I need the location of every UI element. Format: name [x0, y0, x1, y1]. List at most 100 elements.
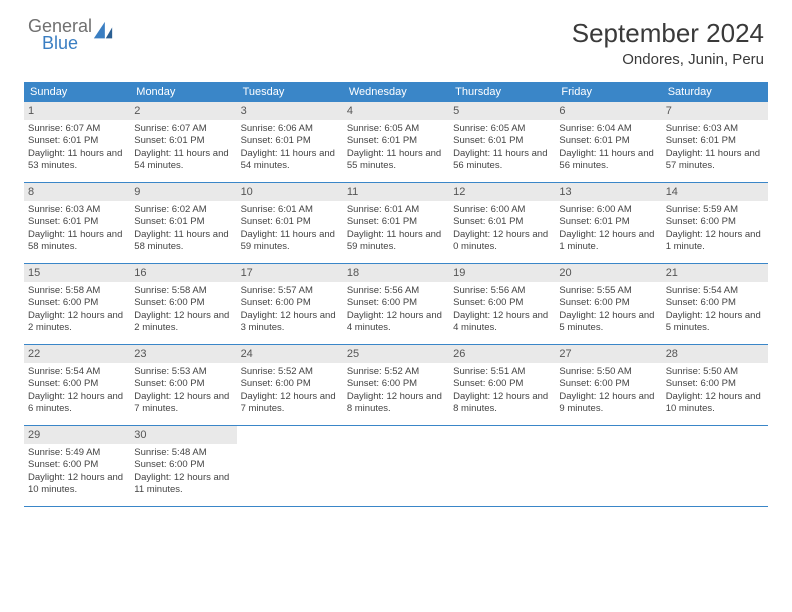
logo-sail-icon: [92, 20, 114, 42]
sunrise-text: Sunrise: 5:48 AM: [134, 447, 232, 459]
daylight-text: Daylight: 12 hours and 10 minutes.: [28, 472, 126, 497]
day-number: 2: [130, 102, 236, 120]
daylight-text: Daylight: 12 hours and 0 minutes.: [453, 229, 551, 254]
day-cell: [237, 426, 343, 506]
sunrise-text: Sunrise: 6:00 AM: [453, 204, 551, 216]
logo-line2: Blue: [28, 35, 92, 52]
daylight-text: Daylight: 12 hours and 5 minutes.: [559, 310, 657, 335]
day-body: Sunrise: 6:05 AMSunset: 6:01 PMDaylight:…: [347, 123, 445, 172]
month-title: September 2024: [572, 18, 764, 49]
day-cell: 26 Sunrise: 5:51 AMSunset: 6:00 PMDayligh…: [449, 345, 555, 425]
week-row: 29Sunrise: 5:49 AMSunset: 6:00 PMDayligh…: [24, 426, 768, 507]
day-number: 14: [662, 183, 768, 201]
daylight-text: Daylight: 12 hours and 2 minutes.: [134, 310, 232, 335]
sunrise-text: Sunrise: 5:51 AM: [453, 366, 551, 378]
day-body: Sunrise: 5:50 AMSunset: 6:00 PMDaylight:…: [559, 366, 657, 415]
day-number: 21: [662, 264, 768, 282]
sunrise-text: Sunrise: 5:58 AM: [28, 285, 126, 297]
day-body: Sunrise: 5:48 AMSunset: 6:00 PMDaylight:…: [134, 447, 232, 496]
day-cell: 18Sunrise: 5:56 AMSunset: 6:00 PMDayligh…: [343, 264, 449, 344]
page-header: General Blue September 2024 Ondores, Jun…: [0, 0, 792, 72]
day-cell: 4Sunrise: 6:05 AMSunset: 6:01 PMDaylight…: [343, 102, 449, 182]
day-number: 30: [130, 426, 236, 444]
dow-wed: Wednesday: [343, 82, 449, 102]
day-cell: 24Sunrise: 5:52 AMSunset: 6:00 PMDayligh…: [237, 345, 343, 425]
day-number: 26: [449, 345, 555, 363]
sunrise-text: Sunrise: 6:07 AM: [134, 123, 232, 135]
sunrise-text: Sunrise: 6:00 AM: [559, 204, 657, 216]
day-cell: 28 Sunrise: 5:50 AMSunset: 6:00 PMDayligh…: [662, 345, 768, 425]
day-cell: 1Sunrise: 6:07 AMSunset: 6:01 PMDaylight…: [24, 102, 130, 182]
week-row: 15Sunrise: 5:58 AMSunset: 6:00 PMDayligh…: [24, 264, 768, 345]
day-cell: [449, 426, 555, 506]
daylight-text: Daylight: 12 hours and 11 minutes.: [134, 472, 232, 497]
day-body: Sunrise: 6:07 AMSunset: 6:01 PMDaylight:…: [134, 123, 232, 172]
sunset-text: Sunset: 6:00 PM: [241, 297, 339, 309]
logo-text: General Blue: [28, 18, 92, 52]
day-cell: 8Sunrise: 6:03 AMSunset: 6:01 PMDaylight…: [24, 183, 130, 263]
day-number: 28: [662, 345, 768, 363]
day-body: Sunrise: 6:07 AMSunset: 6:01 PMDaylight:…: [28, 123, 126, 172]
day-cell: 10Sunrise: 6:01 AMSunset: 6:01 PMDayligh…: [237, 183, 343, 263]
day-body: Sunrise: 6:02 AMSunset: 6:01 PMDaylight:…: [134, 204, 232, 253]
daylight-text: Daylight: 11 hours and 56 minutes.: [453, 148, 551, 173]
day-body: Sunrise: 5:50 AMSunset: 6:00 PMDaylight:…: [666, 366, 764, 415]
day-body: Sunrise: 5:55 AMSunset: 6:00 PMDaylight:…: [559, 285, 657, 334]
sunset-text: Sunset: 6:01 PM: [134, 135, 232, 147]
day-body: Sunrise: 5:54 AMSunset: 6:00 PMDaylight:…: [28, 366, 126, 415]
sunset-text: Sunset: 6:01 PM: [666, 135, 764, 147]
sunrise-text: Sunrise: 6:05 AM: [453, 123, 551, 135]
day-cell: 12Sunrise: 6:00 AMSunset: 6:01 PMDayligh…: [449, 183, 555, 263]
sunset-text: Sunset: 6:01 PM: [28, 135, 126, 147]
sunrise-text: Sunrise: 5:50 AM: [666, 366, 764, 378]
daylight-text: Daylight: 12 hours and 1 minute.: [559, 229, 657, 254]
sunset-text: Sunset: 6:01 PM: [559, 216, 657, 228]
day-cell: 20 Sunrise: 5:55 AMSunset: 6:00 PMDayligh…: [555, 264, 661, 344]
sunset-text: Sunset: 6:00 PM: [453, 378, 551, 390]
sunset-text: Sunset: 6:01 PM: [28, 216, 126, 228]
day-body: Sunrise: 6:04 AMSunset: 6:01 PMDaylight:…: [559, 123, 657, 172]
day-cell: 9Sunrise: 6:02 AMSunset: 6:01 PMDaylight…: [130, 183, 236, 263]
day-cell: 25Sunrise: 5:52 AMSunset: 6:00 PMDayligh…: [343, 345, 449, 425]
dow-sun: Sunday: [24, 82, 130, 102]
location: Ondores, Junin, Peru: [572, 51, 764, 68]
sunset-text: Sunset: 6:00 PM: [241, 378, 339, 390]
day-number: 22: [24, 345, 130, 363]
day-number: 20: [555, 264, 661, 282]
daylight-text: Daylight: 11 hours and 56 minutes.: [559, 148, 657, 173]
day-body: Sunrise: 6:00 AMSunset: 6:01 PMDaylight:…: [453, 204, 551, 253]
day-body: Sunrise: 5:51 AMSunset: 6:00 PMDaylight:…: [453, 366, 551, 415]
day-cell: 7Sunrise: 6:03 AMSunset: 6:01 PMDaylight…: [662, 102, 768, 182]
sunrise-text: Sunrise: 6:01 AM: [241, 204, 339, 216]
day-body: Sunrise: 5:57 AMSunset: 6:00 PMDaylight:…: [241, 285, 339, 334]
sunrise-text: Sunrise: 6:03 AM: [666, 123, 764, 135]
sunrise-text: Sunrise: 6:04 AM: [559, 123, 657, 135]
sunrise-text: Sunrise: 5:58 AM: [134, 285, 232, 297]
daylight-text: Daylight: 12 hours and 4 minutes.: [347, 310, 445, 335]
daylight-text: Daylight: 11 hours and 53 minutes.: [28, 148, 126, 173]
sunset-text: Sunset: 6:00 PM: [559, 297, 657, 309]
sunrise-text: Sunrise: 6:02 AM: [134, 204, 232, 216]
day-cell: 19Sunrise: 5:56 AMSunset: 6:00 PMDayligh…: [449, 264, 555, 344]
day-number: 23: [130, 345, 236, 363]
logo: General Blue: [28, 18, 116, 52]
day-cell: 27Sunrise: 5:50 AMSunset: 6:00 PMDayligh…: [555, 345, 661, 425]
day-number: 15: [24, 264, 130, 282]
sunrise-text: Sunrise: 6:03 AM: [28, 204, 126, 216]
sunrise-text: Sunrise: 5:57 AM: [241, 285, 339, 297]
day-of-week-header: Sunday Monday Tuesday Wednesday Thursday…: [24, 82, 768, 102]
day-cell: 2 Sunrise: 6:07 AMSunset: 6:01 PMDaylight…: [130, 102, 236, 182]
day-cell: 29Sunrise: 5:49 AMSunset: 6:00 PMDayligh…: [24, 426, 130, 506]
sunrise-text: Sunrise: 5:56 AM: [453, 285, 551, 297]
day-cell: [555, 426, 661, 506]
week-row: 22 Sunrise: 5:54 AMSunset: 6:00 PMDayligh…: [24, 345, 768, 426]
daylight-text: Daylight: 12 hours and 8 minutes.: [453, 391, 551, 416]
dow-mon: Monday: [130, 82, 236, 102]
daylight-text: Daylight: 12 hours and 7 minutes.: [134, 391, 232, 416]
day-cell: 30 Sunrise: 5:48 AMSunset: 6:00 PMDayligh…: [130, 426, 236, 506]
sunrise-text: Sunrise: 5:53 AM: [134, 366, 232, 378]
sunset-text: Sunset: 6:00 PM: [134, 459, 232, 471]
day-body: Sunrise: 5:53 AMSunset: 6:00 PMDaylight:…: [134, 366, 232, 415]
sunset-text: Sunset: 6:00 PM: [347, 297, 445, 309]
daylight-text: Daylight: 12 hours and 7 minutes.: [241, 391, 339, 416]
